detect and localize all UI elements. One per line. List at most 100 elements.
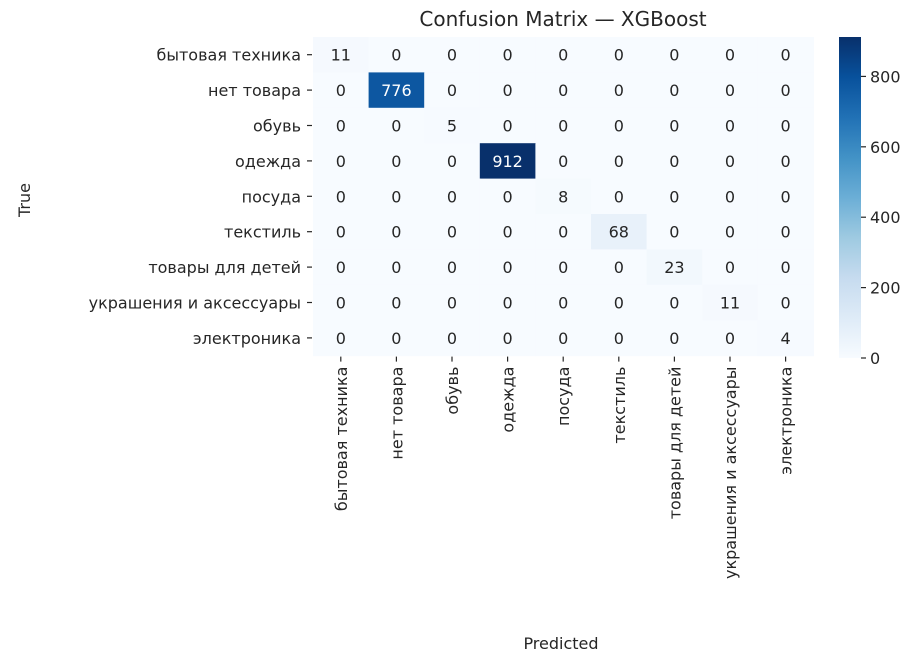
colorbar-tick-label: 400 bbox=[870, 208, 901, 227]
heatmap-cell bbox=[757, 178, 814, 215]
cell-value-label: 0 bbox=[669, 223, 679, 242]
cell-value-label: 0 bbox=[391, 294, 401, 313]
heatmap-cell bbox=[368, 178, 425, 215]
heatmap-cell bbox=[368, 37, 425, 73]
row-tick-label: бытовая техника bbox=[156, 46, 301, 65]
heatmap-cell bbox=[424, 178, 481, 215]
heatmap-cell bbox=[313, 72, 370, 109]
cell-value-label: 0 bbox=[669, 329, 679, 348]
cell-value-label: 0 bbox=[391, 117, 401, 136]
cell-value-label: 0 bbox=[447, 223, 457, 242]
cell-value-label: 0 bbox=[391, 46, 401, 65]
heatmap-cell bbox=[313, 178, 370, 215]
heatmap-cell bbox=[368, 249, 425, 286]
colorbar: 0 200 400 600 800 bbox=[839, 37, 901, 368]
heatmap-cell bbox=[591, 107, 648, 144]
heatmap-cell bbox=[368, 284, 425, 321]
cell-value-label: 0 bbox=[781, 258, 791, 277]
heatmap-cell bbox=[646, 284, 703, 321]
cell-value-label: 0 bbox=[336, 117, 346, 136]
cell-value-label: 0 bbox=[336, 223, 346, 242]
heatmap-cell bbox=[535, 107, 592, 144]
heatmap-cell bbox=[424, 72, 481, 109]
cell-value-label: 0 bbox=[391, 187, 401, 206]
heatmap-cell bbox=[424, 107, 481, 144]
heatmap-cell bbox=[479, 107, 536, 144]
row-tick-label: товары для детей bbox=[148, 258, 301, 277]
cell-value-label: 0 bbox=[669, 187, 679, 206]
cell-value-label: 0 bbox=[503, 329, 513, 348]
cell-value-label: 0 bbox=[391, 258, 401, 277]
cell-value-label: 0 bbox=[336, 294, 346, 313]
heatmap-cell bbox=[702, 178, 759, 215]
colorbar-tick-label: 600 bbox=[870, 138, 901, 157]
cell-value-label: 0 bbox=[558, 329, 568, 348]
heatmap-cell bbox=[646, 320, 703, 357]
row-tick-label: текстиль bbox=[224, 223, 301, 242]
x-axis-label: Predicted bbox=[523, 634, 598, 653]
cell-value-label: 0 bbox=[503, 117, 513, 136]
cell-value-label: 0 bbox=[503, 187, 513, 206]
heatmap-cell bbox=[646, 72, 703, 109]
cell-value-label: 0 bbox=[336, 187, 346, 206]
heatmap-cell bbox=[646, 214, 703, 250]
row-tick-labels: бытовая техника нет товара обувь одежда посу… bbox=[89, 46, 312, 348]
cell-value-label: 0 bbox=[614, 329, 624, 348]
cell-value-label: 0 bbox=[725, 329, 735, 348]
heatmap-cell bbox=[646, 143, 703, 180]
row-tick-label: электроника bbox=[193, 329, 301, 348]
heatmap-cell bbox=[535, 249, 592, 286]
heatmap-cell bbox=[368, 107, 425, 144]
cell-value-label: 0 bbox=[725, 258, 735, 277]
row-tick-label: украшения и аксессуары bbox=[89, 294, 301, 313]
cell-value-label: 776 bbox=[381, 81, 412, 100]
heatmap-cell bbox=[757, 72, 814, 109]
cell-value-label: 68 bbox=[609, 223, 629, 242]
heatmap-cell bbox=[424, 249, 481, 286]
cell-value-label: 0 bbox=[781, 152, 791, 171]
cell-value-label: 0 bbox=[614, 152, 624, 171]
row-tick-label: обувь bbox=[253, 117, 301, 136]
column-tick-label: украшения и аксессуары bbox=[721, 367, 740, 579]
heatmap-cell bbox=[702, 249, 759, 286]
cell-value-label: 0 bbox=[669, 117, 679, 136]
cell-value-label: 11 bbox=[720, 294, 740, 313]
heatmap-cell bbox=[424, 214, 481, 250]
cell-value-label: 0 bbox=[781, 46, 791, 65]
heatmap-cell bbox=[313, 214, 370, 250]
cell-value-label: 0 bbox=[336, 152, 346, 171]
heatmap-cell bbox=[424, 284, 481, 321]
heatmap-cell bbox=[591, 320, 648, 357]
cell-value-label: 0 bbox=[669, 294, 679, 313]
column-tick-labels: бытовая техника нет товара обувь одежда посу… bbox=[332, 356, 796, 579]
heatmap-cell bbox=[313, 249, 370, 286]
colorbar-gradient bbox=[839, 37, 861, 358]
cell-value-label: 0 bbox=[503, 258, 513, 277]
heatmap-cell bbox=[535, 37, 592, 73]
heatmap-cell bbox=[368, 214, 425, 250]
cell-value-label: 0 bbox=[614, 294, 624, 313]
heatmap-cell bbox=[535, 320, 592, 357]
heatmap-cell bbox=[591, 249, 648, 286]
heatmap-cell bbox=[702, 320, 759, 357]
heatmap-cell bbox=[757, 107, 814, 144]
heatmap-cell bbox=[591, 214, 648, 250]
column-tick-label: одежда bbox=[499, 367, 518, 433]
cell-value-label: 0 bbox=[781, 294, 791, 313]
chart-title: Confusion Matrix — XGBoost bbox=[419, 7, 706, 31]
column-tick-label: бытовая техника bbox=[332, 367, 351, 512]
cell-value-label: 0 bbox=[781, 81, 791, 100]
colorbar-tick-label: 800 bbox=[870, 67, 901, 86]
cell-value-label: 0 bbox=[447, 329, 457, 348]
heatmap-cell bbox=[479, 214, 536, 250]
cell-value-label: 0 bbox=[447, 46, 457, 65]
heatmap-cell bbox=[591, 143, 648, 180]
heatmap-cell bbox=[757, 143, 814, 180]
cell-value-label: 0 bbox=[669, 81, 679, 100]
heatmap-cells: 11 0 0 0 0 0 0 0 0 0 776 0 0 0 0 0 0 0 0 0 5 0 0 0 0 0 0 0 0 0 912 0 0 0 0… bbox=[313, 37, 814, 357]
cell-value-label: 0 bbox=[503, 223, 513, 242]
cell-value-label: 0 bbox=[725, 223, 735, 242]
cell-value-label: 0 bbox=[447, 187, 457, 206]
cell-value-label: 0 bbox=[447, 152, 457, 171]
cell-value-label: 0 bbox=[558, 117, 568, 136]
